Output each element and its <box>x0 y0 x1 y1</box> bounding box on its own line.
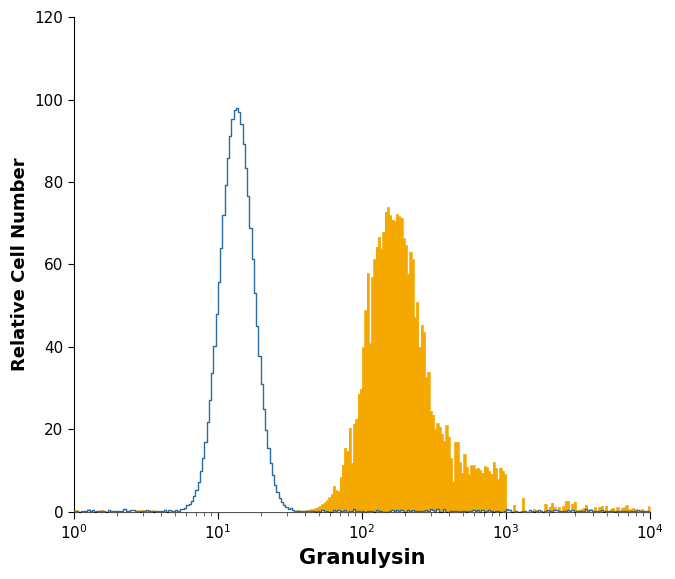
X-axis label: Granulysin: Granulysin <box>299 548 425 568</box>
Y-axis label: Relative Cell Number: Relative Cell Number <box>11 157 29 371</box>
